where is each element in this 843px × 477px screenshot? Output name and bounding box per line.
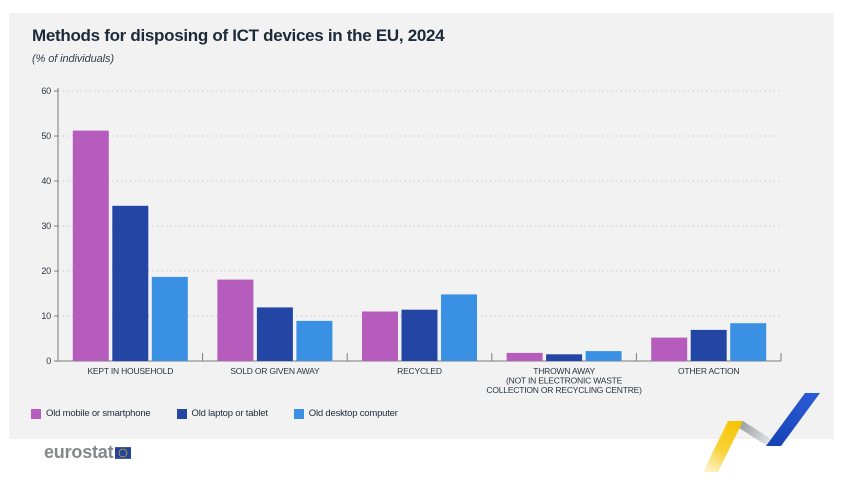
y-tick-label: 0: [46, 356, 51, 366]
legend-item: Old mobile or smartphone: [31, 408, 151, 419]
bar: [72, 130, 109, 361]
bar: [217, 279, 254, 361]
bar: [401, 309, 438, 361]
y-tick-label: 50: [41, 131, 51, 141]
bar: [730, 323, 767, 361]
legend-item: Old desktop computer: [293, 408, 398, 419]
bar: [296, 320, 333, 361]
x-category-label: OTHER ACTION: [678, 366, 739, 376]
x-category-label: THROWN AWAY (NOT IN ELECTRONIC WASTE COLLE…: [486, 366, 642, 395]
y-tick-label: 20: [41, 266, 51, 276]
y-tick-label: 10: [41, 311, 51, 321]
bar: [362, 311, 398, 361]
legend-item: Old laptop or tablet: [176, 408, 268, 419]
ribbon-gray-band: [728, 421, 782, 446]
eurostat-logo-text: eurostat: [44, 442, 114, 462]
legend-label: Old laptop or tablet: [191, 408, 268, 419]
bar: [690, 329, 727, 361]
legend-label: Old mobile or smartphone: [46, 408, 151, 419]
bar: [112, 205, 149, 362]
x-category-label: RECYCLED: [397, 366, 442, 376]
legend-swatch-icon: [176, 408, 187, 419]
legend-swatch-icon: [293, 408, 304, 419]
legend-swatch-icon: [31, 408, 41, 419]
ribbon-blue-band: [766, 393, 820, 446]
bar: [546, 354, 583, 362]
chart-title: Methods for disposing of ICT devices in …: [32, 26, 445, 45]
chart-subtitle: (% of individuals): [32, 53, 114, 65]
ribbon-yellow-band: [703, 421, 743, 472]
eurostat-ribbon-graphic: [703, 393, 820, 472]
chart-legend: Old mobile or smartphone Old laptop or ta…: [31, 408, 398, 419]
bar: [506, 352, 543, 361]
eu-flag-icon: [115, 447, 132, 459]
y-tick-label: 30: [41, 221, 51, 231]
bar: [256, 307, 293, 361]
bar: [651, 337, 688, 361]
eurostat-logo: eurostat: [44, 442, 132, 462]
y-tick-label: 40: [41, 176, 51, 186]
x-category-label: SOLD OR GIVEN AWAY: [230, 366, 320, 376]
bar: [151, 276, 188, 361]
bar: [585, 351, 622, 361]
y-tick-label: 60: [41, 86, 51, 96]
bar: [441, 294, 477, 361]
x-category-label: KEPT IN HOUSEHOLD: [87, 366, 173, 376]
legend-label: Old desktop computer: [308, 408, 398, 419]
